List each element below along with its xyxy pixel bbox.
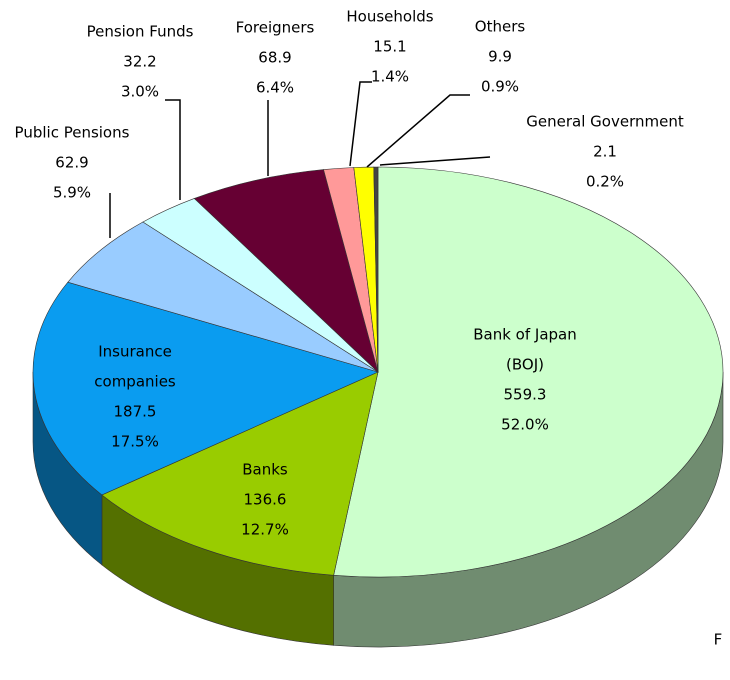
- slice-value: 32.2: [123, 53, 156, 71]
- pie-slice: [32, 281, 379, 496]
- pie-slice: [193, 169, 379, 373]
- slice-label: Others: [475, 18, 526, 36]
- slice-label: Bank of Japan: [473, 326, 577, 344]
- pie-slice: [67, 221, 379, 373]
- leader-line: [379, 156, 491, 166]
- slice-percent: 1.4%: [371, 68, 409, 86]
- slice-label: General Government: [526, 113, 684, 131]
- slice-value: 559.3: [504, 386, 547, 404]
- slice-value: 68.9: [258, 49, 291, 67]
- slice-label: Households: [346, 8, 433, 26]
- pie-tops: [32, 166, 724, 578]
- slice-label: companies: [94, 373, 176, 391]
- slice-percent: 0.2%: [586, 173, 624, 191]
- pie-slice: [101, 371, 379, 576]
- slice-percent: 0.9%: [481, 78, 519, 96]
- slice-value: 136.6: [244, 491, 287, 509]
- slice-label: (BOJ): [506, 356, 544, 374]
- slice-percent: 17.5%: [111, 433, 159, 451]
- slice-percent: 3.0%: [121, 83, 159, 101]
- slice-label: Insurance: [98, 343, 172, 361]
- slice-value: 2.1: [593, 143, 617, 161]
- slice-label: Foreigners: [236, 19, 315, 37]
- slice-value: 62.9: [55, 154, 88, 172]
- annotation: F: [714, 631, 723, 649]
- leader-line: [366, 94, 470, 168]
- slice-label: Public Pensions: [15, 124, 130, 142]
- slice-value: 187.5: [114, 403, 157, 421]
- slice-label: Pension Funds: [87, 23, 194, 41]
- slice-value: 15.1: [373, 38, 406, 56]
- pie-slice: [333, 166, 724, 578]
- slice-percent: 52.0%: [501, 416, 549, 434]
- leader-line: [349, 81, 372, 167]
- pie-slice: [373, 166, 379, 373]
- leader-line: [165, 99, 181, 200]
- slice-label: Banks: [242, 461, 288, 479]
- slice-value: 9.9: [488, 48, 512, 66]
- pie-sides: [32, 371, 724, 648]
- slice-percent: 12.7%: [241, 521, 289, 539]
- slice-percent: 6.4%: [256, 79, 294, 97]
- slice-percent: 5.9%: [53, 184, 91, 202]
